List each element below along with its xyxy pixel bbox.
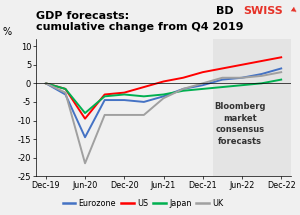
US [64,88,67,90]
UK [201,82,205,85]
US [44,82,48,85]
Japan [162,93,165,96]
Eurozone [64,93,67,96]
Eurozone [162,95,165,98]
UK [240,77,244,79]
US [279,56,283,58]
US [83,117,87,120]
US [162,80,165,83]
UK [220,77,224,79]
UK [181,88,185,90]
Eurozone [220,78,224,81]
US [201,71,205,74]
US [260,60,263,62]
US [240,63,244,66]
UK [122,114,126,116]
UK [279,71,283,74]
UK [260,75,263,77]
Text: BD: BD [216,6,234,17]
UK [64,91,67,94]
Eurozone [142,101,146,103]
Text: SWISS: SWISS [243,6,283,17]
Line: UK: UK [46,72,281,163]
Line: US: US [46,57,281,119]
Japan [279,78,283,81]
US [103,93,106,96]
Text: ▶: ▶ [290,6,297,14]
Japan [240,84,244,86]
US [142,86,146,88]
Eurozone [279,67,283,70]
Eurozone [122,99,126,101]
Bar [212,39,291,176]
Text: Bloomberg
market
consensus
forecasts: Bloomberg market consensus forecasts [214,102,266,146]
Eurozone [44,82,48,85]
Japan [83,112,87,114]
Japan [220,86,224,88]
UK [44,82,48,85]
UK [83,162,87,164]
Eurozone [240,77,244,79]
US [181,77,185,79]
Eurozone [201,84,205,86]
Japan [181,89,185,92]
Japan [201,88,205,90]
Text: %: % [3,27,12,37]
Japan [142,95,146,98]
Line: Japan: Japan [46,80,281,113]
UK [162,97,165,100]
Japan [103,95,106,98]
UK [142,114,146,116]
Text: GDP forecasts:
cumulative change from Q4 2019: GDP forecasts: cumulative change from Q4… [36,11,244,32]
Japan [44,82,48,85]
Japan [122,93,126,96]
Japan [64,88,67,90]
Eurozone [181,88,185,90]
US [122,91,126,94]
Eurozone [260,73,263,75]
Eurozone [83,136,87,138]
Japan [260,82,263,85]
UK [103,114,106,116]
Legend: Eurozone, US, Japan, UK: Eurozone, US, Japan, UK [59,195,227,211]
US [220,67,224,70]
Line: Eurozone: Eurozone [46,68,281,137]
Eurozone [103,99,106,101]
